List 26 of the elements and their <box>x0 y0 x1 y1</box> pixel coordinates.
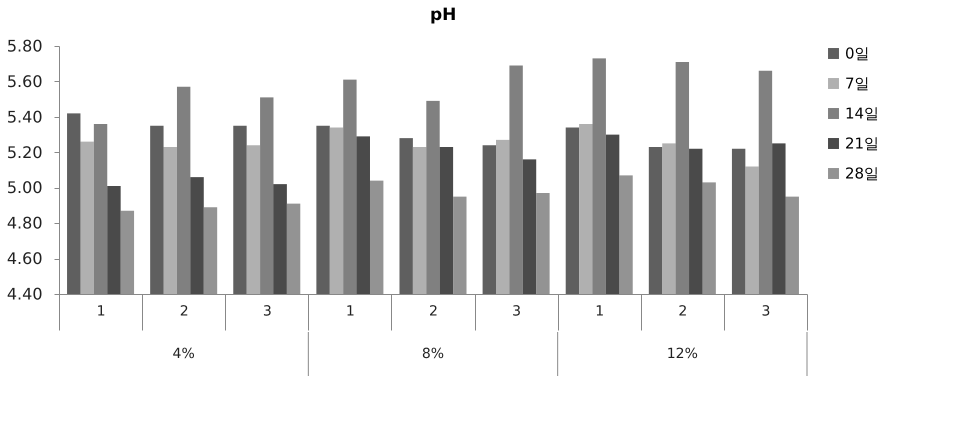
x-tick-label: 2 <box>678 304 688 320</box>
y-tick-label: 5.40 <box>6 107 42 126</box>
x-tick-label: 1 <box>595 304 604 320</box>
y-tick-label: 5.60 <box>6 72 42 91</box>
x-tick-label: 1 <box>96 304 106 320</box>
legend-label: 0일 <box>845 44 870 62</box>
text: 4% <box>172 346 195 362</box>
y-tick-label: 5.20 <box>6 142 42 162</box>
chart-title: pH <box>430 5 456 25</box>
y-tick-label: 4.60 <box>6 249 42 268</box>
text: 12% <box>666 346 698 362</box>
x-tick-label: 3 <box>761 304 770 320</box>
legend-label: 21일 <box>845 134 880 152</box>
y-tick-label: 4.80 <box>6 214 42 233</box>
y-tick-label: 5.00 <box>6 178 42 198</box>
legend-label: 14일 <box>845 104 880 122</box>
legend-label: 28일 <box>845 164 880 182</box>
x-tick-label: 1 <box>346 304 355 320</box>
y-tick-label: 5.80 <box>6 36 42 56</box>
x-tick-label: 2 <box>429 304 438 320</box>
y-tick-label: 4.40 <box>6 284 42 304</box>
x-tick-label: 2 <box>180 304 189 320</box>
legend-label: 7일 <box>845 74 870 92</box>
x-tick-label: 3 <box>262 304 272 320</box>
x-tick-label: 3 <box>512 304 522 320</box>
text: 8% <box>422 346 444 362</box>
